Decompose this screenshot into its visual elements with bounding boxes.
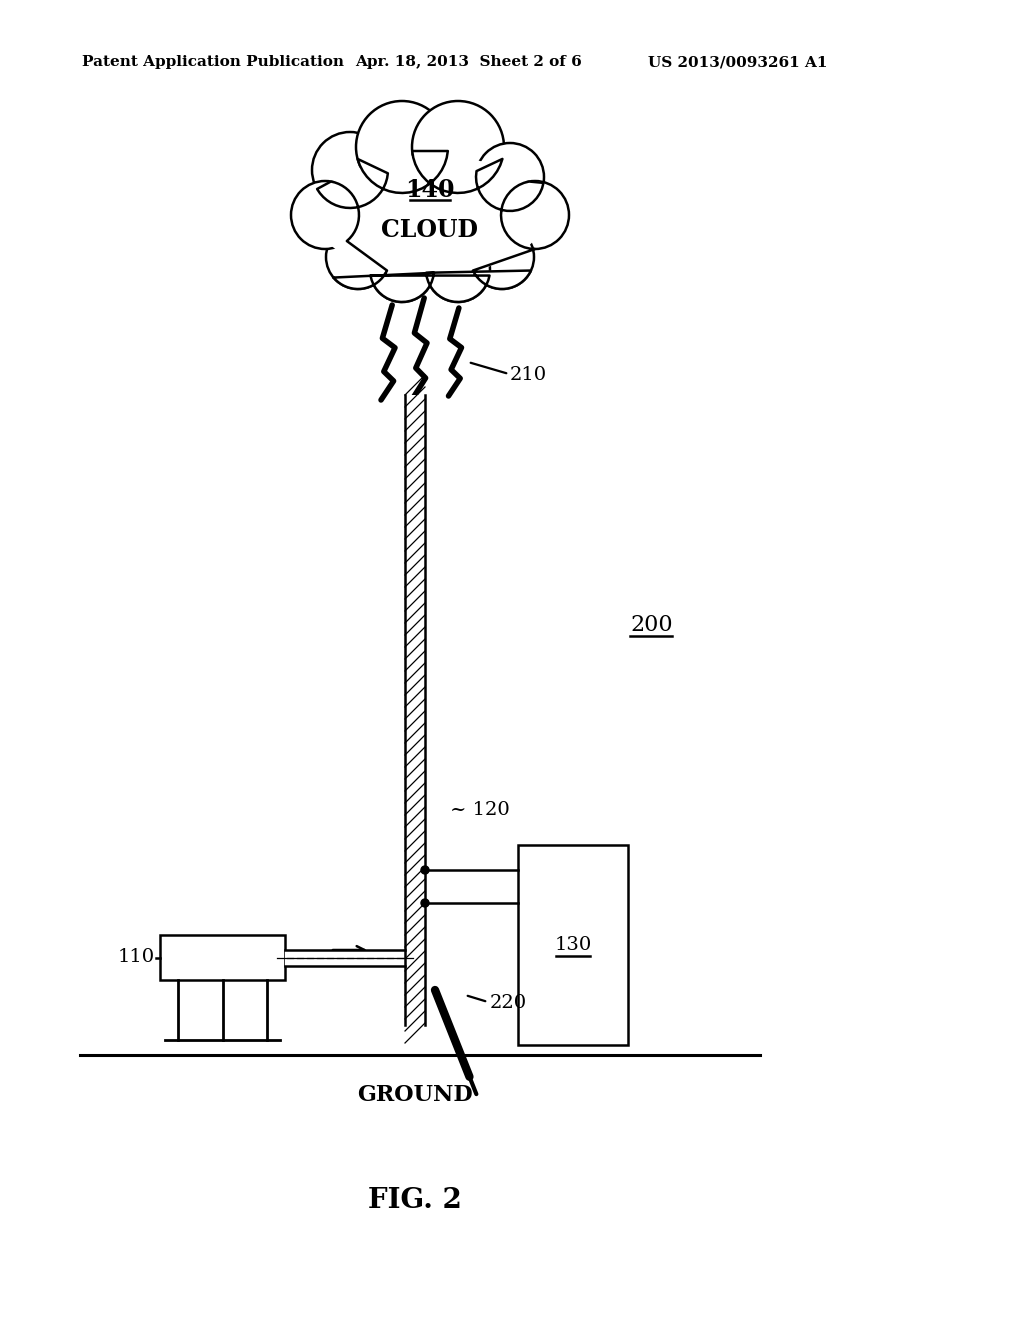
Bar — [160, 935, 285, 979]
Text: 130: 130 — [554, 936, 592, 954]
Circle shape — [370, 238, 434, 302]
Circle shape — [326, 224, 390, 289]
Circle shape — [412, 102, 504, 193]
Text: 220: 220 — [490, 994, 527, 1012]
Bar — [406, 395, 425, 1026]
Bar — [285, 950, 406, 966]
Circle shape — [476, 143, 544, 211]
Text: GROUND: GROUND — [357, 1084, 473, 1106]
Bar — [518, 845, 628, 1045]
Text: 210: 210 — [510, 366, 547, 384]
Circle shape — [291, 181, 359, 249]
Text: Patent Application Publication: Patent Application Publication — [82, 55, 344, 69]
Text: 110: 110 — [118, 949, 155, 966]
Circle shape — [501, 181, 569, 249]
Circle shape — [421, 866, 429, 874]
Text: CLOUD: CLOUD — [382, 218, 478, 242]
Circle shape — [356, 102, 449, 193]
Circle shape — [470, 224, 534, 289]
Text: FIG. 2: FIG. 2 — [368, 1187, 462, 1213]
Text: Apr. 18, 2013  Sheet 2 of 6: Apr. 18, 2013 Sheet 2 of 6 — [355, 55, 582, 69]
Circle shape — [421, 899, 429, 907]
Ellipse shape — [315, 154, 545, 275]
Text: 140: 140 — [406, 178, 455, 202]
Text: ~ 120: ~ 120 — [450, 801, 510, 818]
Circle shape — [426, 238, 490, 302]
Polygon shape — [317, 150, 544, 302]
Text: US 2013/0093261 A1: US 2013/0093261 A1 — [648, 55, 827, 69]
Circle shape — [312, 132, 388, 209]
Text: 200: 200 — [630, 614, 673, 636]
